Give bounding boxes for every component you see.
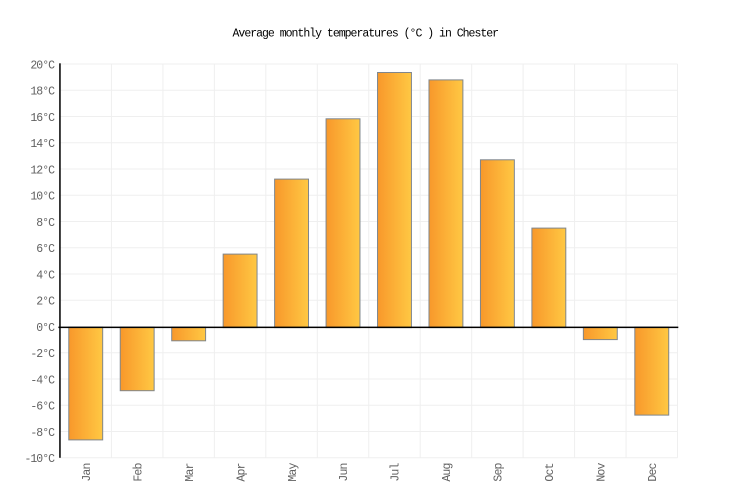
svg-text:May: May bbox=[287, 462, 300, 481]
svg-text:14°C: 14°C bbox=[30, 138, 55, 151]
svg-text:2°C: 2°C bbox=[36, 296, 55, 309]
svg-text:16°C: 16°C bbox=[30, 112, 55, 125]
svg-text:-8°C: -8°C bbox=[30, 427, 55, 440]
svg-text:12°C: 12°C bbox=[30, 164, 55, 177]
svg-text:Average monthly temperatures (: Average monthly temperatures (°C ) in Ch… bbox=[233, 27, 499, 40]
svg-text:Jun: Jun bbox=[338, 463, 351, 481]
svg-text:Aug: Aug bbox=[441, 463, 454, 481]
svg-text:0°C: 0°C bbox=[36, 322, 55, 335]
svg-text:8°C: 8°C bbox=[36, 217, 55, 230]
svg-text:10°C: 10°C bbox=[30, 191, 55, 204]
svg-text:Dec: Dec bbox=[647, 462, 660, 481]
svg-text:Feb: Feb bbox=[132, 462, 145, 481]
svg-text:Jan: Jan bbox=[81, 463, 94, 481]
svg-text:-6°C: -6°C bbox=[30, 401, 55, 414]
svg-text:-4°C: -4°C bbox=[30, 374, 55, 387]
svg-text:6°C: 6°C bbox=[36, 243, 55, 256]
svg-text:18°C: 18°C bbox=[30, 86, 55, 99]
svg-text:-2°C: -2°C bbox=[30, 348, 55, 361]
svg-text:Mar: Mar bbox=[184, 463, 197, 481]
svg-text:Apr: Apr bbox=[235, 463, 248, 481]
svg-text:Nov: Nov bbox=[596, 462, 609, 481]
svg-text:-10°C: -10°C bbox=[24, 453, 55, 466]
svg-text:Jul: Jul bbox=[390, 462, 403, 481]
svg-text:Sep: Sep bbox=[493, 462, 506, 481]
svg-text:20°C: 20°C bbox=[30, 59, 55, 72]
svg-text:Oct: Oct bbox=[544, 463, 557, 481]
svg-text:4°C: 4°C bbox=[36, 269, 55, 282]
